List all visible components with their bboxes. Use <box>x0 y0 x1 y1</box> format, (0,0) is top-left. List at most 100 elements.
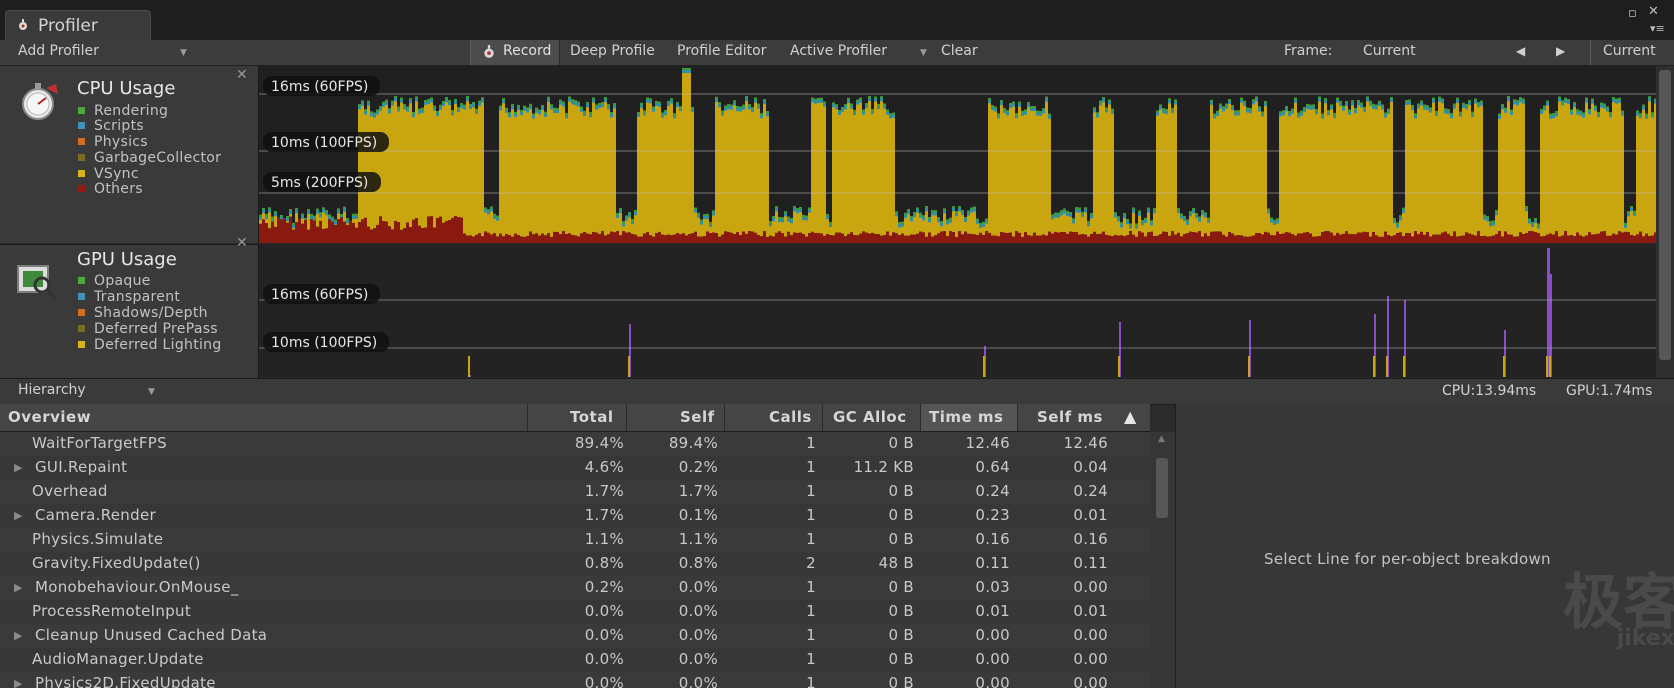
legend-item-opaque[interactable]: Opaque <box>78 273 151 289</box>
cpu-scripts-bar <box>1192 208 1195 214</box>
cpu-scripts-bar <box>1573 102 1576 108</box>
column-self-ms[interactable]: Self ms <box>1037 408 1103 426</box>
expand-arrow-icon[interactable]: ▶ <box>14 509 23 522</box>
column-self[interactable]: Self <box>680 408 715 426</box>
cpu-others-bar <box>1186 233 1189 243</box>
profiler-tab[interactable]: Profiler <box>5 10 151 40</box>
cpu-scripts-bar <box>508 112 511 118</box>
cpu-scripts-bar <box>1330 104 1333 110</box>
cpu-others-bar <box>709 233 712 243</box>
cpu-scripts-bar <box>592 97 595 103</box>
close-icon[interactable]: ✕ <box>236 67 248 83</box>
cpu-rendering-bar <box>1570 109 1573 112</box>
deep-profile-button[interactable]: Deep Profile <box>570 43 655 59</box>
expand-arrow-icon[interactable]: ▶ <box>14 629 23 642</box>
cpu-others-bar <box>550 236 553 243</box>
table-row[interactable]: Physics.Simulate 1.1% 1.1% 1 0 B 0.16 0.16 <box>0 528 1150 552</box>
prev-frame-icon[interactable]: ◀ <box>1516 44 1526 58</box>
cpu-others-bar <box>682 233 685 243</box>
legend-item-deferred-prepass[interactable]: Deferred PrePass <box>78 321 218 337</box>
cpu-others-bar <box>1030 235 1033 243</box>
gpu-usage-graph[interactable]: 16ms (60FPS) 10ms (100FPS) <box>259 244 1656 377</box>
table-row[interactable]: ProcessRemoteInput 0.0% 0.0% 1 0 B 0.01 0.01 <box>0 600 1150 624</box>
cpu-others-bar <box>649 235 652 243</box>
expand-arrow-icon[interactable]: ▶ <box>14 677 23 688</box>
expand-arrow-icon[interactable]: ▶ <box>14 581 23 594</box>
cpu-others-bar <box>439 216 442 243</box>
cpu-scripts-bar <box>1318 96 1321 102</box>
cpu-rendering-bar <box>691 106 694 109</box>
record-button[interactable]: Record <box>470 40 560 65</box>
close-window-icon[interactable]: ✕ <box>1648 4 1659 19</box>
active-profiler-dropdown[interactable]: Active Profiler <box>790 43 887 59</box>
window-menu-icon[interactable]: ▾≡ <box>1650 22 1665 35</box>
legend-item-garbagecollector[interactable]: GarbageCollector <box>78 150 221 166</box>
cpu-scripts-bar <box>985 218 988 224</box>
row-calls: 1 <box>806 434 816 452</box>
legend-item-scripts[interactable]: Scripts <box>78 118 144 134</box>
cpu-others-bar <box>919 231 922 243</box>
current-frame-button[interactable]: Current <box>1590 40 1674 65</box>
scroll-up-icon[interactable]: ▲ <box>1158 434 1165 444</box>
table-scrollbar[interactable]: ▲ <box>1150 432 1175 688</box>
cpu-rendering-bar <box>1399 215 1402 218</box>
table-row[interactable]: WaitForTargetFPS 89.4% 89.4% 1 0 B 12.46 12.46 <box>0 432 1150 456</box>
legend-item-vsync[interactable]: VSync <box>78 166 139 182</box>
cpu-rendering-bar <box>1153 208 1156 211</box>
table-row[interactable]: ▶ GUI.Repaint 4.6% 0.2% 1 11.2 KB 0.64 0.04 <box>0 456 1150 480</box>
legend-item-transparent[interactable]: Transparent <box>78 289 180 305</box>
column-total[interactable]: Total <box>570 408 614 426</box>
table-row[interactable]: Overhead 1.7% 1.7% 1 0 B 0.24 0.24 <box>0 480 1150 504</box>
cpu-scripts-bar <box>1030 106 1033 112</box>
column-time-ms-active[interactable]: Time ms <box>921 404 1017 431</box>
sort-ascending-icon[interactable]: ▲ <box>1124 407 1137 426</box>
legend-item-deferred-lighting[interactable]: Deferred Lighting <box>78 337 222 353</box>
legend-swatch <box>78 185 85 192</box>
cpu-scripts-bar <box>958 206 961 212</box>
view-mode-dropdown[interactable]: Hierarchy <box>18 382 86 398</box>
legend-item-shadows-depth[interactable]: Shadows/Depth <box>78 305 208 321</box>
gpu-lighting-bar <box>1386 356 1388 377</box>
gpu-usage-module[interactable]: GPU Usage ✕ Opaque Transparent Shadows/D… <box>0 235 259 378</box>
column-calls[interactable]: Calls <box>769 408 812 426</box>
cpu-scripts-bar <box>577 101 580 107</box>
column-overview[interactable]: Overview <box>8 408 92 426</box>
cpu-others-bar <box>763 231 766 243</box>
legend-item-rendering[interactable]: Rendering <box>78 103 168 119</box>
cpu-vsync-bar <box>943 208 946 232</box>
cpu-vsync-bar <box>970 207 973 234</box>
cpu-rendering-bar <box>1105 107 1108 110</box>
cpu-rendering-bar <box>1339 101 1342 104</box>
add-profiler-dropdown[interactable]: Add Profiler <box>18 43 99 59</box>
cpu-rendering-bar <box>1255 96 1258 99</box>
cpu-rendering-bar <box>1291 108 1294 111</box>
profile-editor-button[interactable]: Profile Editor <box>677 43 766 59</box>
legend-item-physics[interactable]: Physics <box>78 134 148 150</box>
table-row[interactable]: ▶ Camera.Render 1.7% 0.1% 1 0 B 0.23 0.01 <box>0 504 1150 528</box>
cpu-vsync-bar <box>472 102 475 237</box>
close-icon[interactable]: ✕ <box>236 235 248 251</box>
graph-scrollbar[interactable] <box>1656 66 1674 377</box>
cpu-others-bar <box>1063 232 1066 243</box>
table-row[interactable]: ▶ Physics2D.FixedUpdate 0.0% 0.0% 1 0 B 0.00 0.… <box>0 672 1150 688</box>
table-row[interactable]: AudioManager.Update 0.0% 0.0% 1 0 B 0.00 0.00 <box>0 648 1150 672</box>
cpu-vsync-bar <box>1213 113 1216 232</box>
profiler-tab-label: Profiler <box>38 16 98 36</box>
next-frame-icon[interactable]: ▶ <box>1556 44 1566 58</box>
table-row[interactable]: Gravity.FixedUpdate() 0.8% 0.8% 2 48 B 0.11 0.… <box>0 552 1150 576</box>
legend-item-others[interactable]: Others <box>78 181 143 197</box>
cpu-others-bar <box>1441 232 1444 243</box>
clear-button[interactable]: Clear <box>941 43 978 59</box>
table-scrollbar-thumb[interactable] <box>1156 458 1168 518</box>
cpu-usage-module[interactable]: CPU Usage ✕ Rendering Scripts Physics Ga… <box>0 66 259 243</box>
cpu-scripts-bar <box>1252 99 1255 105</box>
cpu-vsync-bar <box>1450 113 1453 237</box>
graph-scrollbar-thumb[interactable] <box>1659 70 1671 360</box>
cpu-rendering-bar <box>337 208 340 211</box>
column-gc-alloc[interactable]: GC Alloc <box>833 408 907 426</box>
maximize-icon[interactable]: ▫ <box>1628 6 1637 21</box>
cpu-usage-graph[interactable]: 16ms (60FPS) 10ms (100FPS) 5ms (200FPS) <box>259 66 1657 243</box>
table-row[interactable]: ▶ Monobehaviour.OnMouse_ 0.2% 0.0% 1 0 B 0.03 0… <box>0 576 1150 600</box>
expand-arrow-icon[interactable]: ▶ <box>14 461 23 474</box>
